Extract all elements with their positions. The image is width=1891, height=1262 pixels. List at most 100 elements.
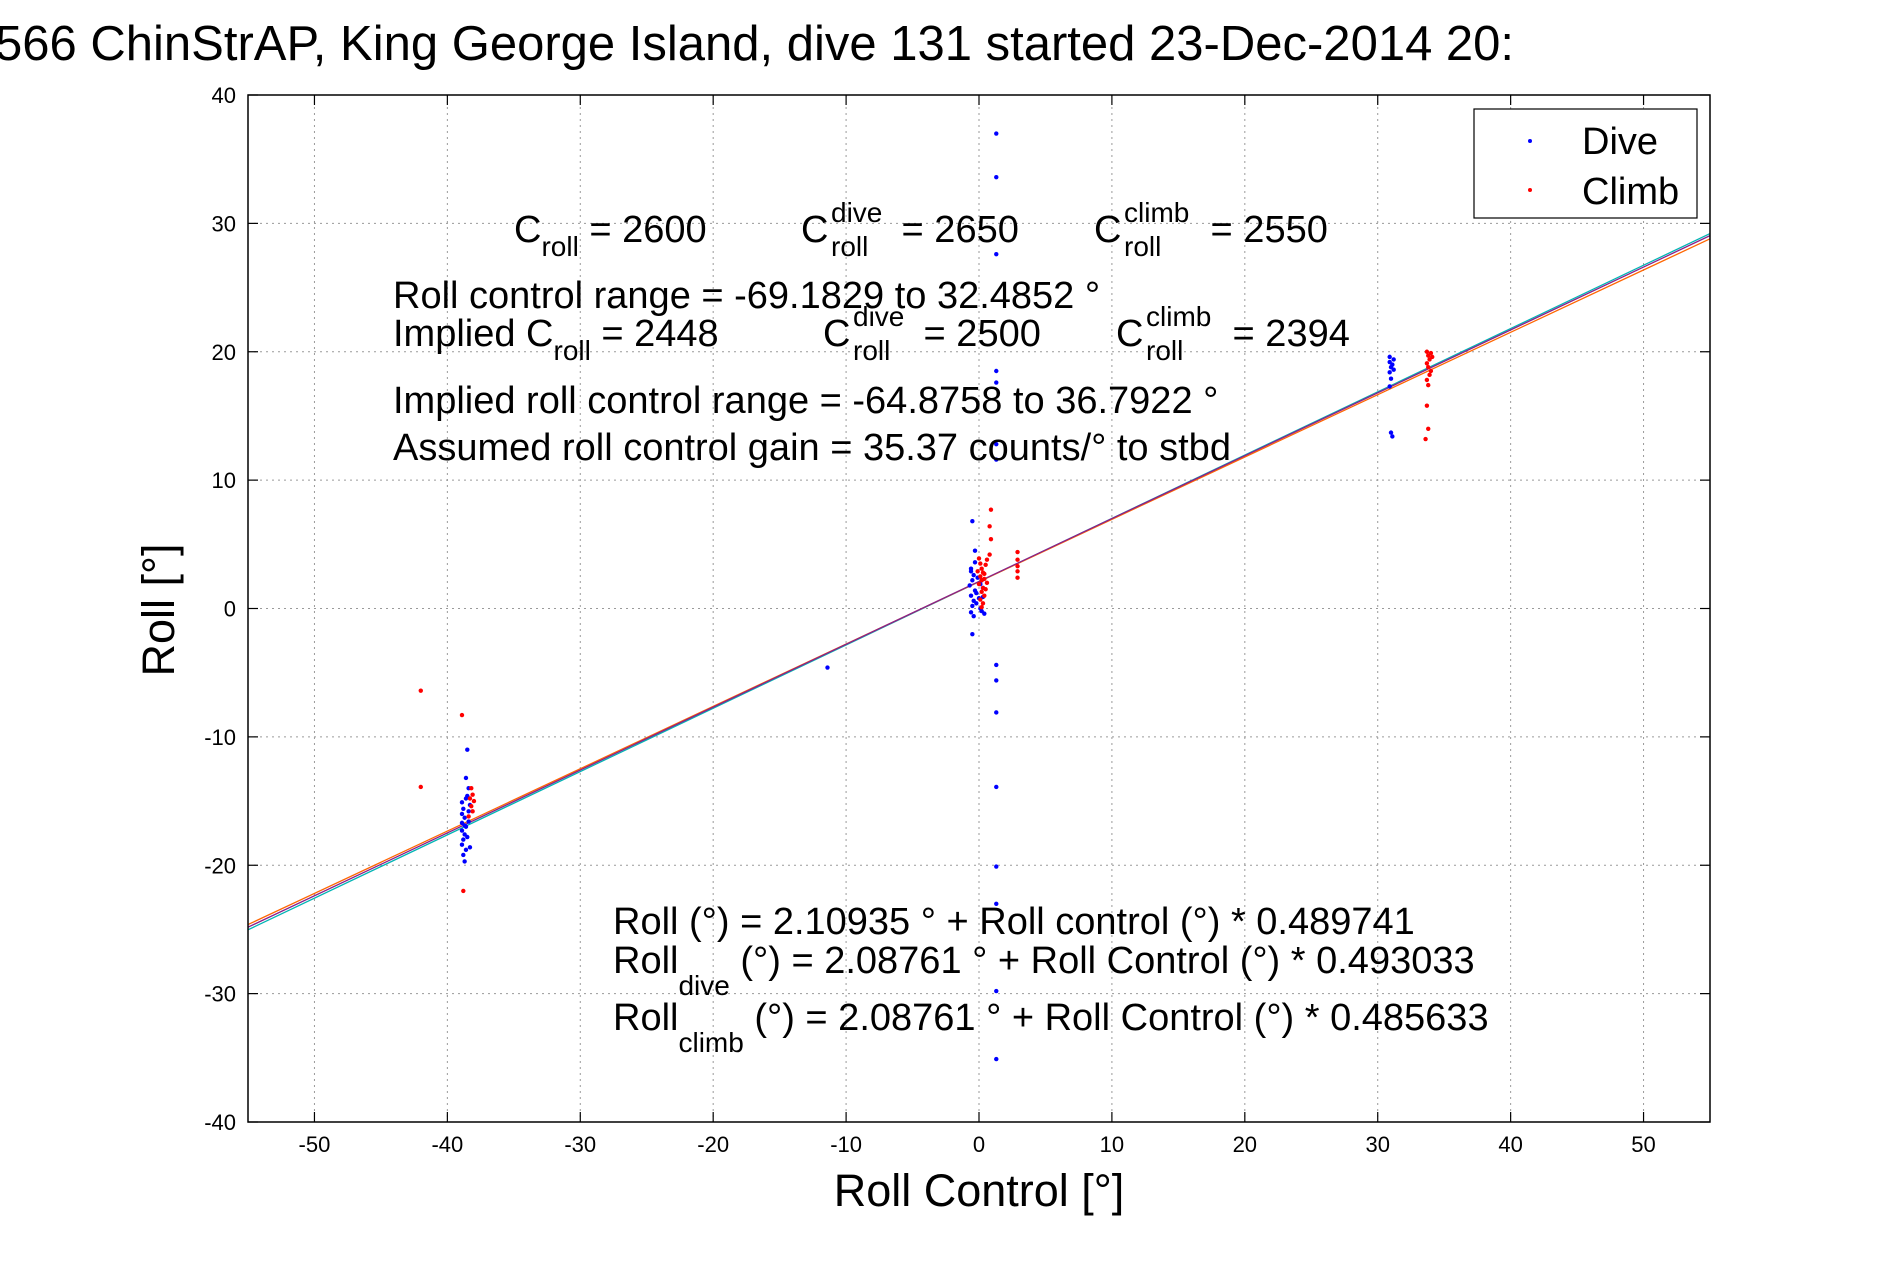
data-point-climb — [978, 597, 983, 602]
annotation-implied-c-roll-sub: roll — [554, 335, 591, 366]
data-point-dive — [1391, 357, 1396, 362]
data-point-climb — [979, 605, 984, 610]
data-point-dive — [970, 519, 975, 524]
data-point-dive — [1391, 367, 1396, 372]
data-point-dive — [994, 251, 999, 257]
annotation-implied-c-roll-base: Implied C — [393, 313, 554, 355]
data-point-climb — [1015, 575, 1020, 580]
data-point-dive — [461, 837, 466, 842]
chart-title: 566 ChinStrAP, King George Island, dive … — [0, 17, 1514, 71]
data-point-dive — [825, 665, 830, 670]
data-point-climb — [466, 814, 471, 819]
annotation-fit-climb: Rollclimb (°) = 2.08761 ° + Roll Control… — [613, 997, 1489, 1058]
data-point-dive — [459, 842, 465, 847]
data-point-climb — [1015, 569, 1020, 574]
y-axis-label: Roll [°] — [133, 543, 184, 676]
annotation-implied-c-roll-dive: Cdive roll = 2500 — [823, 301, 1041, 366]
annotation-c-roll-climb-rest: = 2550 — [1200, 209, 1328, 251]
y-tick-label: 30 — [212, 211, 236, 236]
data-point-dive — [1387, 354, 1392, 360]
data-point-dive — [968, 610, 974, 615]
data-point-climb — [1426, 364, 1431, 370]
data-point-dive — [972, 548, 978, 553]
data-point-dive — [994, 380, 999, 385]
annotation-roll-control-range: Roll control range = -69.1829 to 32.4852… — [393, 275, 1100, 317]
annotation-implied-c-roll: Implied Croll = 2448 — [393, 313, 719, 366]
annotation-implied-c-roll-climb: Cclimb roll = 2394 — [1116, 301, 1350, 366]
data-point-climb — [978, 561, 983, 566]
annotation-c-roll-base: C — [514, 209, 541, 251]
data-point-dive — [1387, 370, 1392, 375]
annotation-fit-overall: Roll (°) = 2.10935 ° + Roll control (°) … — [613, 901, 1415, 943]
y-tick-label: -40 — [204, 1110, 236, 1135]
data-point-dive — [466, 809, 471, 814]
x-tick-label: 50 — [1631, 1132, 1655, 1157]
y-tick-label: -20 — [204, 853, 236, 878]
annotation-c-roll-climb-base: C — [1094, 209, 1121, 251]
data-point-dive — [467, 845, 473, 850]
data-points — [418, 131, 1435, 1062]
legend-climb-label: Climb — [1582, 171, 1679, 213]
data-point-dive — [462, 859, 467, 864]
annotation-implied-c-roll-climb-base: C — [1116, 313, 1143, 355]
data-point-climb — [1424, 403, 1430, 408]
x-tick-label: -30 — [564, 1132, 596, 1157]
data-point-dive — [459, 811, 465, 817]
x-tick-label: 10 — [1100, 1132, 1124, 1157]
annotation-fit-climb-base: Roll — [613, 997, 678, 1039]
data-point-climb — [1426, 426, 1431, 431]
data-point-climb — [1424, 361, 1430, 366]
x-tick-label: 20 — [1233, 1132, 1257, 1157]
data-point-climb — [987, 524, 992, 529]
x-tick-label: 0 — [973, 1132, 985, 1157]
data-point-climb — [1424, 349, 1430, 354]
data-point-climb — [469, 803, 474, 809]
data-point-dive — [994, 131, 999, 136]
annotation-implied-c-roll-rest: = 2448 — [591, 313, 719, 355]
annotation-fit-dive-rest: (°) = 2.08761 ° + Roll Control (°) * 0.4… — [730, 940, 1475, 982]
annotation-implied-c-roll-dive-rest: = 2500 — [913, 313, 1041, 355]
data-point-dive — [463, 847, 469, 853]
data-point-dive — [994, 441, 999, 447]
annotation-c-roll-climb: Cclimb roll = 2550 — [1094, 197, 1328, 262]
y-tick-label: 20 — [212, 340, 236, 365]
data-point-dive — [1388, 430, 1394, 435]
data-point-dive — [994, 662, 999, 668]
data-point-dive — [459, 800, 465, 805]
annotation-implied-c-roll-dive-sub: roll — [853, 335, 890, 366]
data-point-dive — [1390, 362, 1395, 367]
annotation-c-roll-climb-sup: climb — [1124, 197, 1189, 228]
data-point-dive — [1390, 434, 1395, 439]
y-tick-label: 40 — [212, 83, 236, 108]
x-tick-label: -50 — [299, 1132, 331, 1157]
data-point-dive — [994, 710, 999, 715]
annotation-implied-c-roll-climb-sup: climb — [1146, 301, 1211, 332]
data-point-climb — [1430, 354, 1435, 360]
annotation-fit-dive: Rolldive (°) = 2.08761 ° + Roll Control … — [613, 940, 1475, 1001]
data-point-dive — [994, 864, 999, 869]
data-point-dive — [1388, 376, 1394, 381]
data-point-dive — [967, 583, 972, 588]
legend-dive-label: Dive — [1582, 121, 1658, 163]
data-point-dive — [972, 560, 978, 565]
y-tick-label: 0 — [224, 597, 236, 622]
data-point-climb — [982, 576, 987, 582]
data-point-dive — [971, 572, 976, 578]
annotation-c-roll: Croll = 2600 — [514, 209, 707, 262]
data-point-climb — [418, 688, 423, 693]
annotation-implied-range: Implied roll control range = -64.8758 to… — [393, 380, 1218, 422]
annotation-c-roll-dive-sub: roll — [831, 231, 868, 262]
data-point-climb — [1428, 350, 1434, 356]
data-point-dive — [994, 988, 999, 994]
data-point-dive — [1387, 384, 1392, 389]
data-point-climb — [987, 552, 992, 557]
data-point-climb — [1015, 549, 1020, 555]
x-tick-label: -10 — [830, 1132, 862, 1157]
x-tick-label: -40 — [431, 1132, 463, 1157]
annotations: Croll = 2600 Cdive roll = 2650 Cclimb roll… — [393, 197, 1489, 1058]
data-point-climb — [1428, 368, 1434, 374]
data-point-climb — [979, 589, 984, 595]
data-point-climb — [982, 571, 987, 577]
data-point-climb — [988, 507, 994, 512]
